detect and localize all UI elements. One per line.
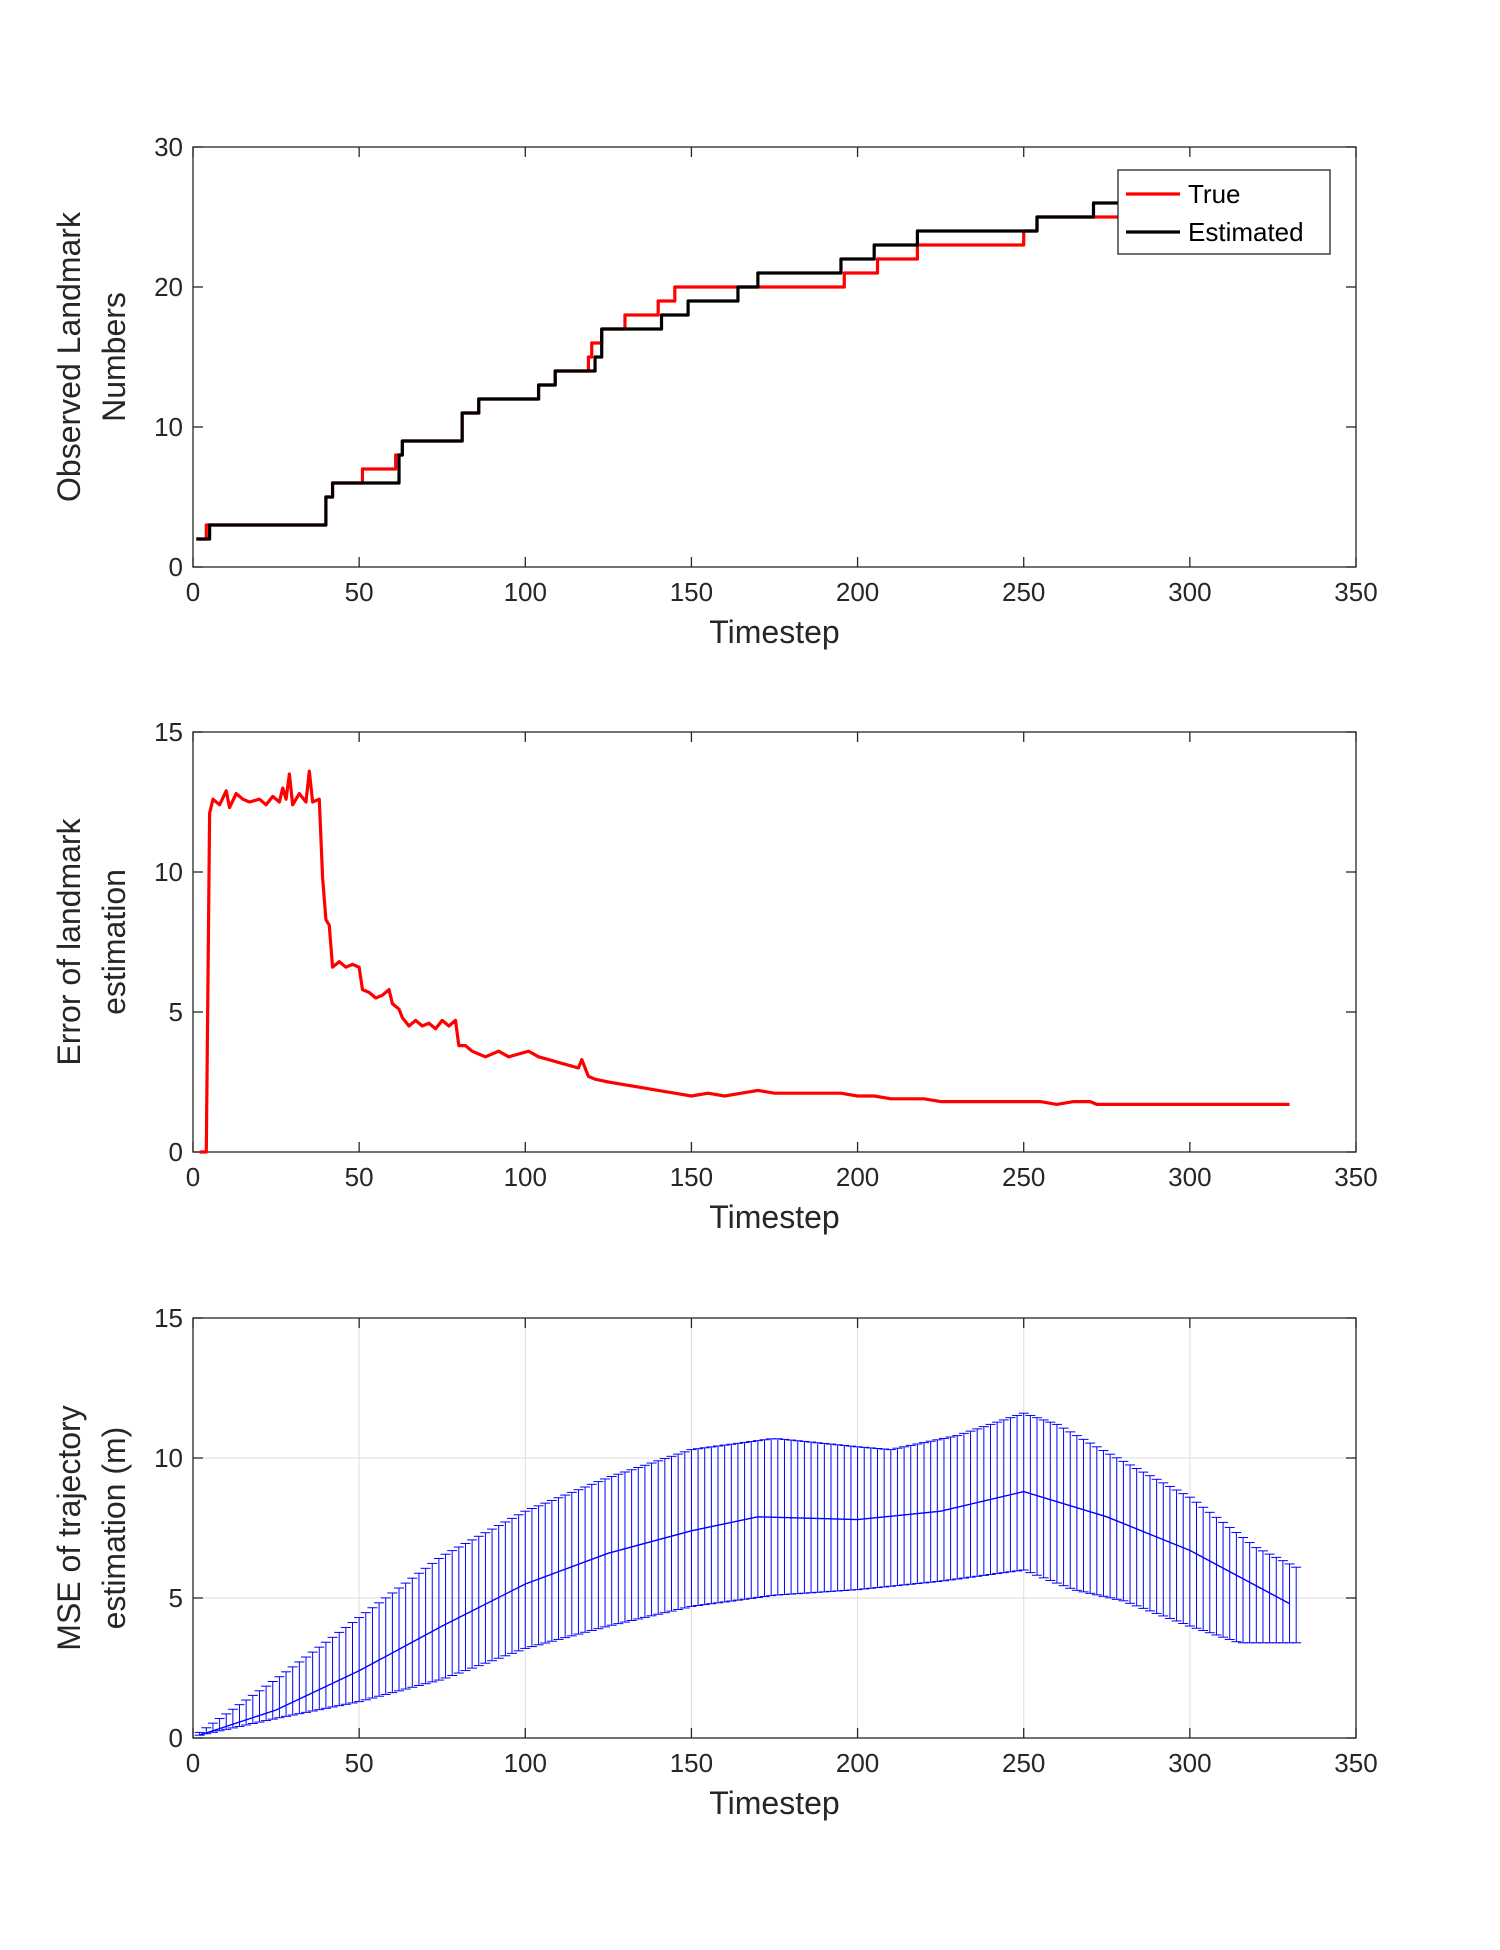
x-tick-label: 0 [186, 577, 200, 607]
y-axis-label-line1: Error of landmark [51, 817, 87, 1065]
x-tick-label: 250 [1002, 1162, 1045, 1192]
error-bars [194, 1412, 1302, 1736]
x-axis-label: Timestep [709, 614, 839, 650]
x-tick-label: 50 [345, 1748, 374, 1778]
y-axis-label-line2: estimation (m) [96, 1427, 132, 1630]
x-tick-label: 0 [186, 1162, 200, 1192]
trajectory-mse-chart: 0 50 100 150 200 250 300 350 0 5 10 15 Timestep MSE o… [51, 1303, 1378, 1821]
y-axis-label-line1: Observed Landmark [51, 211, 87, 502]
mean-line [199, 1490, 1290, 1736]
legend: True Estimated [1117, 169, 1331, 255]
x-tick-label: 50 [345, 577, 374, 607]
x-tick-label: 250 [1002, 1748, 1045, 1778]
x-tick-label: 50 [345, 1162, 374, 1192]
y-axis-label-line2: estimation [96, 869, 132, 1015]
x-tick-label: 200 [836, 577, 879, 607]
series-line-0 [199, 769, 1290, 1154]
landmark-error-chart: 0 50 100 150 200 250 300 350 0 5 10 15 Timestep Error… [51, 717, 1378, 1235]
x-tick-label: 150 [670, 577, 713, 607]
y-tick-label: 10 [154, 412, 183, 442]
y-tick-label: 0 [169, 1137, 183, 1167]
x-tick-label: 100 [504, 1748, 547, 1778]
x-tick-label: 350 [1334, 1748, 1377, 1778]
axes-frame [192, 731, 1357, 1153]
y-tick-label: 5 [169, 1583, 183, 1613]
x-tick-label: 100 [504, 1162, 547, 1192]
y-tick-label: 10 [154, 857, 183, 887]
y-tick-label: 0 [169, 1723, 183, 1753]
legend-label-0: True [1188, 179, 1241, 209]
legend-box [1117, 169, 1331, 255]
series-line-0 [196, 215, 1174, 541]
x-tick-label: 200 [836, 1162, 879, 1192]
x-axis-label: Timestep [709, 1785, 839, 1821]
y-tick-label: 30 [154, 132, 183, 162]
x-tick-label: 0 [186, 1748, 200, 1778]
series-line-1 [196, 201, 1121, 541]
x-tick-label: 250 [1002, 577, 1045, 607]
x-tick-label: 300 [1168, 1748, 1211, 1778]
x-tick-label: 350 [1334, 1162, 1377, 1192]
y-axis-label-line2: Numbers [96, 292, 132, 422]
x-axis-label: Timestep [709, 1199, 839, 1235]
x-tick-label: 100 [504, 577, 547, 607]
landmark-count-chart: 0 50 100 150 200 250 300 350 0 10 20 30 Timestep Obse… [51, 132, 1378, 650]
x-tick-label: 300 [1168, 577, 1211, 607]
y-tick-label: 10 [154, 1443, 183, 1473]
legend-label-1: Estimated [1188, 217, 1304, 247]
x-tick-label: 200 [836, 1748, 879, 1778]
axes-frame [192, 1317, 1357, 1739]
y-axis-label-line1: MSE of trajectory [51, 1405, 87, 1650]
y-tick-label: 15 [154, 1303, 183, 1333]
y-tick-label: 20 [154, 272, 183, 302]
x-tick-label: 300 [1168, 1162, 1211, 1192]
y-tick-label: 5 [169, 997, 183, 1027]
axes-frame [192, 146, 1357, 568]
y-tick-label: 0 [169, 552, 183, 582]
y-tick-label: 15 [154, 717, 183, 747]
x-tick-label: 150 [670, 1748, 713, 1778]
x-tick-label: 350 [1334, 577, 1377, 607]
x-tick-label: 150 [670, 1162, 713, 1192]
